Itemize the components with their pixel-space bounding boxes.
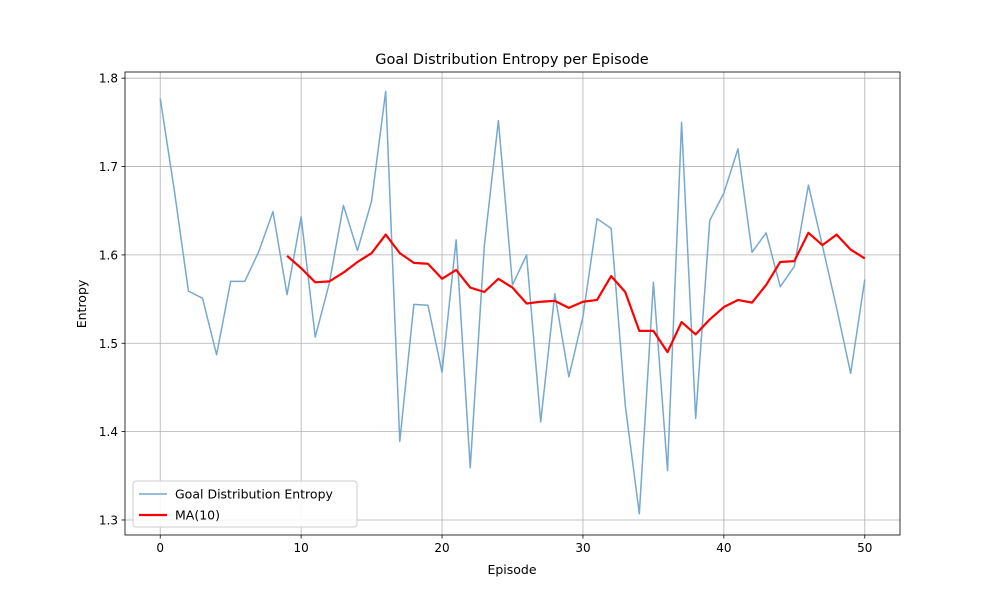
chart-title: Goal Distribution Entropy per Episode <box>375 52 648 68</box>
x-tick-label: 20 <box>434 541 449 555</box>
legend: Goal Distribution Entropy MA(10) <box>132 480 358 528</box>
y-tick-label: 1.5 <box>99 337 118 351</box>
x-tick-label: 30 <box>575 541 590 555</box>
y-tick-label: 1.4 <box>99 425 118 439</box>
y-axis-label: Entropy <box>74 279 89 328</box>
ticks: 0 10 20 30 40 50 1.3 1.4 1.5 1.6 1.7 1.8 <box>99 72 873 555</box>
y-tick-label: 1.7 <box>99 160 118 174</box>
series-layer <box>159 90 866 515</box>
y-tick-label: 1.8 <box>99 72 118 86</box>
grid-lines <box>125 72 900 535</box>
legend-label: MA(10) <box>175 508 220 523</box>
y-tick-label: 1.3 <box>99 513 118 527</box>
axes <box>124 71 901 536</box>
y-tick-label: 1.6 <box>99 248 118 262</box>
x-tick-label: 0 <box>156 541 164 555</box>
legend-label: Goal Distribution Entropy <box>175 487 334 502</box>
x-tick-label: 50 <box>857 541 872 555</box>
plot-frame <box>124 71 901 536</box>
x-tick-label: 40 <box>716 541 731 555</box>
series-line-entropy <box>159 90 866 515</box>
legend-box <box>132 480 358 528</box>
x-tick-label: 10 <box>293 541 308 555</box>
x-axis-label: Episode <box>487 562 536 577</box>
series-line-moving-average <box>286 231 866 354</box>
